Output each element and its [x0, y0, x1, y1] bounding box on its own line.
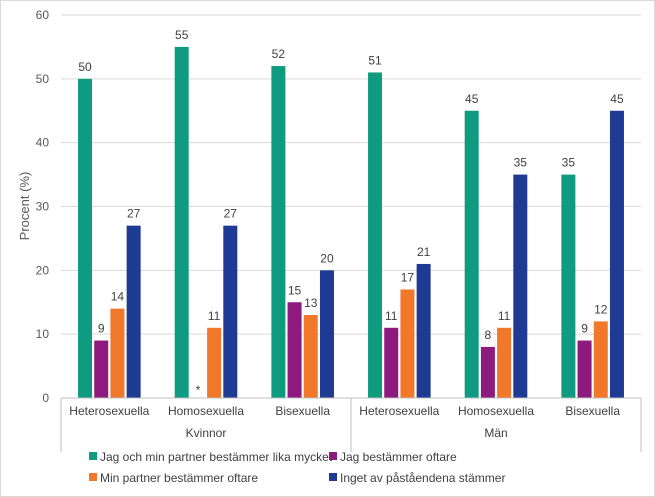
- y-tick-label: 20: [36, 263, 50, 277]
- bar: [319, 270, 334, 398]
- group-labels: Kvinnor Män: [186, 426, 508, 440]
- data-label: 52: [272, 47, 286, 61]
- legend-swatch: [329, 473, 337, 481]
- data-label: 20: [320, 251, 334, 265]
- bar: [223, 225, 238, 398]
- bar: [110, 308, 125, 398]
- bar: [287, 302, 302, 398]
- data-label: 11: [385, 309, 398, 323]
- legend-item: Jag bestämmer oftare: [329, 450, 457, 464]
- bar: [174, 46, 189, 399]
- bar: [577, 340, 592, 398]
- legend-item: Min partner bestämmer oftare: [89, 471, 258, 485]
- category-labels: Heterosexuella Homosexuella Bisexuella Hete…: [69, 404, 620, 418]
- legend-item: Jag och min partner bestämmer lika mycke…: [89, 450, 333, 464]
- data-label: 55: [175, 28, 189, 42]
- bar: [497, 327, 512, 398]
- data-label: 11: [208, 309, 221, 323]
- bar: [94, 340, 109, 398]
- category-label: Homosexuella: [168, 404, 244, 418]
- data-label: 27: [224, 207, 238, 221]
- bar: [593, 321, 608, 398]
- data-label: 21: [417, 245, 431, 259]
- legend: Jag och min partner bestämmer lika mycke…: [89, 450, 505, 485]
- bar: [416, 263, 431, 398]
- y-tick-labels: 0 10 20 30 40 50 60: [36, 8, 50, 405]
- data-label: 15: [288, 283, 302, 297]
- bar: [561, 174, 576, 398]
- legend-label: Jag bestämmer oftare: [340, 450, 457, 464]
- group-label: Män: [484, 426, 507, 440]
- group-label: Kvinnor: [186, 426, 227, 440]
- y-tick-label: 30: [36, 200, 50, 214]
- data-label: 13: [304, 296, 318, 310]
- y-tick-label: 40: [36, 136, 50, 150]
- legend-label: Jag och min partner bestämmer lika mycke…: [100, 450, 333, 464]
- data-label: 50: [78, 60, 92, 74]
- data-label: 35: [562, 156, 576, 170]
- legend-swatch: [329, 452, 337, 460]
- category-label: Heterosexuella: [359, 404, 439, 418]
- legend-item: Inget av påståendena stämmer: [329, 471, 505, 485]
- data-label: 9: [581, 322, 588, 336]
- data-label: 27: [127, 207, 141, 221]
- bars: [78, 46, 624, 399]
- bar: [464, 110, 479, 398]
- legend-swatch: [89, 452, 97, 460]
- data-label: 51: [368, 53, 382, 67]
- data-label: 8: [485, 328, 492, 342]
- category-label: Homosexuella: [458, 404, 534, 418]
- data-label: 35: [514, 156, 528, 170]
- data-label: *: [196, 383, 201, 397]
- bar: [126, 225, 141, 398]
- bar: [368, 72, 383, 398]
- data-label: 12: [594, 302, 608, 316]
- legend-label: Inget av påståendena stämmer: [340, 471, 505, 485]
- bar: [207, 327, 222, 398]
- data-label: 11: [498, 309, 511, 323]
- data-label: 14: [111, 290, 125, 304]
- bar: [271, 66, 286, 399]
- x-axis: [60, 397, 642, 452]
- bar: [78, 78, 93, 398]
- bar: [303, 315, 318, 398]
- category-label: Heterosexuella: [69, 404, 149, 418]
- data-label: 9: [98, 322, 105, 336]
- bar: [513, 174, 528, 398]
- y-tick-label: 50: [36, 72, 50, 86]
- bar: [609, 110, 624, 398]
- data-label: 45: [610, 92, 624, 106]
- y-tick-label: 0: [42, 391, 49, 405]
- y-tick-label: 60: [36, 8, 50, 22]
- category-label: Bisexuella: [565, 404, 620, 418]
- legend-swatch: [89, 473, 97, 481]
- data-label: 17: [401, 270, 415, 284]
- y-axis-label: Procent (%): [17, 172, 32, 241]
- bar: [384, 327, 399, 398]
- gridlines: [61, 14, 641, 335]
- bar: [400, 289, 415, 398]
- y-tick-label: 10: [36, 327, 50, 341]
- data-label: 45: [465, 92, 479, 106]
- bar: [480, 346, 495, 398]
- category-label: Bisexuella: [275, 404, 330, 418]
- legend-label: Min partner bestämmer oftare: [100, 471, 258, 485]
